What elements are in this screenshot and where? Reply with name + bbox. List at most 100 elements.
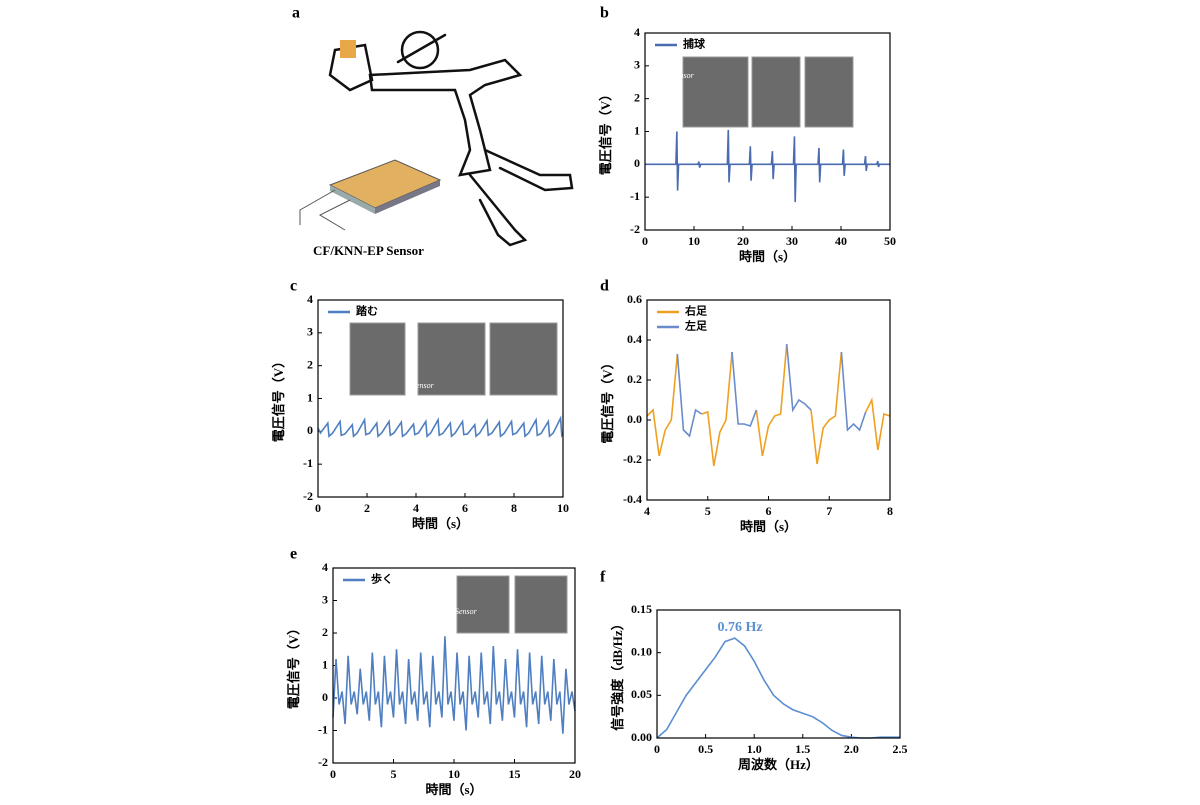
x-axis-label: 時間（s） <box>425 782 482 797</box>
y-tick-label: -2 <box>303 489 313 503</box>
y-tick-label: -0.2 <box>623 452 642 466</box>
y-tick-label: 1 <box>634 123 640 137</box>
y-tick-label: 0 <box>322 690 328 704</box>
legend-label: 捕球 <box>683 37 706 51</box>
glove-sensor <box>340 40 356 58</box>
photo-inset <box>751 56 801 128</box>
y-tick-label: -1 <box>303 456 313 470</box>
y-tick-label: -2 <box>318 755 328 769</box>
y-tick-label: -1 <box>630 189 640 203</box>
x-tick-label: 0 <box>330 767 336 781</box>
y-tick-label: 4 <box>634 25 640 39</box>
y-axis-label: 信号強度（dB/Hz） <box>610 617 625 730</box>
caption: CF/KNN-EP Sensor <box>313 243 424 258</box>
plot-frame <box>646 299 891 501</box>
y-tick-label: 3 <box>322 592 328 606</box>
photo-inset <box>349 322 406 396</box>
y-tick-label: 1 <box>307 390 313 404</box>
panel-label: b <box>600 5 609 22</box>
y-tick-label: 0.0 <box>627 412 642 426</box>
annotation: Sensor <box>412 381 435 390</box>
x-tick-label: 7 <box>826 504 832 518</box>
x-tick-label: 6 <box>462 501 468 515</box>
x-tick-label: 10 <box>688 234 700 248</box>
x-tick-label: 50 <box>884 234 896 248</box>
x-tick-label: 5 <box>705 504 711 518</box>
y-tick-label: 0.15 <box>631 602 652 616</box>
y-axis-label: 電圧信号（V） <box>286 622 301 709</box>
sensor-wire <box>299 189 351 231</box>
series-line <box>317 415 564 439</box>
y-tick-label: -0.4 <box>623 492 642 506</box>
series-line <box>646 343 891 467</box>
x-tick-label: 10 <box>557 501 569 515</box>
y-tick-label: 0 <box>307 423 313 437</box>
x-tick-label: 0 <box>642 234 648 248</box>
series-line <box>645 129 890 203</box>
x-tick-label: 2.0 <box>844 742 859 756</box>
photo-inset <box>514 575 568 634</box>
y-tick-label: 3 <box>307 325 313 339</box>
leg <box>468 173 528 247</box>
series-line <box>656 637 900 739</box>
y-tick-label: 2 <box>634 90 640 104</box>
x-tick-label: 2.5 <box>893 742 908 756</box>
x-tick-label: 8 <box>511 501 517 515</box>
panel-label: e <box>290 546 297 563</box>
x-axis-label: 時間（s） <box>740 519 797 534</box>
x-tick-label: 4 <box>413 501 419 515</box>
photo-inset <box>489 322 558 396</box>
y-tick-label: 0.2 <box>627 372 642 386</box>
head <box>400 30 440 70</box>
x-axis-label: 周波数（Hz） <box>738 757 819 772</box>
plot-frame <box>656 609 901 739</box>
y-tick-label: 0.10 <box>631 644 652 658</box>
y-tick-label: -1 <box>318 722 328 736</box>
legend-label: 右足 <box>684 304 708 318</box>
annotation: Sensor <box>672 71 695 80</box>
x-tick-label: 20 <box>737 234 749 248</box>
sensor-side <box>375 180 440 214</box>
y-tick-label: 0.4 <box>627 332 642 346</box>
x-tick-label: 10 <box>448 767 460 781</box>
x-tick-label: 15 <box>509 767 521 781</box>
y-tick-label: 1 <box>322 657 328 671</box>
panel-label: d <box>600 278 609 295</box>
x-tick-label: 6 <box>766 504 772 518</box>
y-tick-label: 0.00 <box>631 730 652 744</box>
plot-frame <box>644 32 891 231</box>
illustration <box>328 30 574 247</box>
x-tick-label: 0.5 <box>698 742 713 756</box>
panel-label: a <box>292 5 300 22</box>
y-tick-label: 4 <box>322 560 328 574</box>
y-tick-label: 0.05 <box>631 687 652 701</box>
y-tick-label: -2 <box>630 222 640 236</box>
annotation: 0.76 Hz <box>717 620 762 635</box>
cap <box>396 33 447 64</box>
x-tick-label: 5 <box>391 767 397 781</box>
y-axis-label: 電圧信号（V） <box>600 356 615 443</box>
photo-inset <box>417 322 486 396</box>
panel-label: f <box>600 569 606 586</box>
series-line <box>332 636 576 734</box>
y-tick-label: 3 <box>634 58 640 72</box>
y-axis-label: 電圧信号（V） <box>598 88 613 175</box>
plot-frame <box>317 299 564 498</box>
x-tick-label: 20 <box>569 767 581 781</box>
x-tick-label: 2 <box>364 501 370 515</box>
leg <box>483 148 574 192</box>
x-tick-label: 1.0 <box>747 742 762 756</box>
legend-label: 左足 <box>684 319 708 333</box>
panel-label: c <box>290 278 297 295</box>
x-tick-label: 40 <box>835 234 847 248</box>
x-tick-label: 0 <box>654 742 660 756</box>
x-tick-label: 0 <box>315 501 321 515</box>
x-axis-label: 時間（s） <box>739 249 796 264</box>
x-tick-label: 4 <box>644 504 650 518</box>
y-tick-label: 0.6 <box>627 292 642 306</box>
photo-inset <box>804 56 854 128</box>
y-tick-label: 4 <box>307 292 313 306</box>
x-tick-label: 30 <box>786 234 798 248</box>
